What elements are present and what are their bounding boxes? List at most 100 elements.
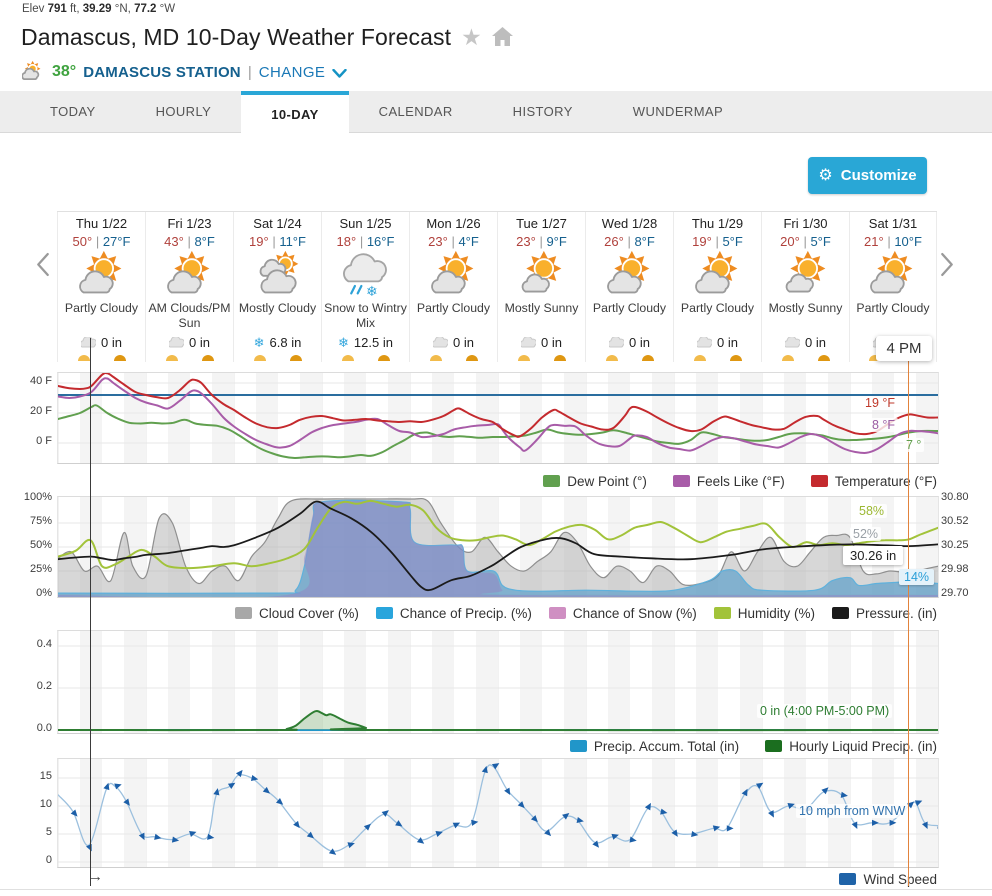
- sunset-icon: [553, 355, 566, 361]
- axis-tick-label: 75%: [29, 515, 52, 527]
- latitude: 39.29: [82, 3, 112, 15]
- legend-item[interactable]: Chance of Precip. (%): [375, 606, 532, 621]
- sunrise-icon: [693, 355, 706, 361]
- legend-label: Wind Speed: [863, 871, 937, 887]
- forecast-strip: Thu 1/22 50° | 27°F Partly Cloudy 0 in F…: [57, 211, 937, 362]
- day-precip: 0 in: [674, 334, 761, 350]
- legend-item[interactable]: Wind Speed: [839, 872, 937, 887]
- precip-amount: 0 in: [453, 334, 474, 350]
- chevron-down-icon[interactable]: [332, 65, 348, 82]
- sky-conditions-chart[interactable]: [57, 496, 939, 598]
- legend-item[interactable]: Feels Like (°F): [672, 474, 785, 489]
- timeline-scroll-arrow[interactable]: →: [88, 868, 103, 885]
- legend-item[interactable]: Chance of Snow (%): [548, 606, 697, 621]
- sunrise-sunset: [762, 355, 849, 361]
- day-temps: 19° | 5°F: [692, 234, 743, 249]
- hover-value-label: 0 in (4:00 PM-5:00 PM): [757, 704, 893, 718]
- hover-value-label: 8 °F: [869, 418, 899, 432]
- forecast-day-column[interactable]: Thu 1/29 19° | 5°F Partly Cloudy 0 in: [673, 212, 761, 362]
- day-date: Thu 1/22: [75, 216, 128, 231]
- station-meta: Elev 791 ft, 39.29 °N, 77.2 °W: [22, 3, 175, 15]
- forecast-day-column[interactable]: Wed 1/28 26° | 8°F Partly Cloudy 0 in: [585, 212, 673, 362]
- sunset-icon: [113, 355, 126, 361]
- hover-value-label: 10 mph from WNW: [796, 804, 909, 818]
- low-temp: 4°F: [458, 234, 479, 249]
- high-temp: 26°: [604, 234, 624, 249]
- high-temp: 50°: [72, 234, 93, 249]
- tab-calendar[interactable]: CALENDAR: [378, 104, 453, 119]
- hover-time-tooltip: 4 PM: [876, 336, 932, 361]
- legend-swatch: [569, 740, 587, 752]
- legend-item[interactable]: Dew Point (°): [543, 474, 647, 489]
- legend-swatch: [831, 607, 849, 619]
- day-precip: 0 in: [146, 334, 233, 350]
- favorite-star-icon[interactable]: ★: [461, 24, 482, 50]
- mostly-cloudy-icon: [234, 250, 321, 300]
- chart-legend: Wind Speed: [57, 870, 937, 888]
- forecast-day-column[interactable]: Tue 1/27 23° | 9°F Mostly Sunny 0 in: [497, 212, 585, 362]
- forecast-day-column[interactable]: Mon 1/26 23° | 4°F Partly Cloudy 0 in: [409, 212, 497, 362]
- day-date: Thu 1/29: [691, 216, 744, 231]
- day-date: Tue 1/27: [516, 216, 567, 231]
- sunrise-sunset: [322, 355, 409, 361]
- title-row: Damascus, MD 10-Day Weather Forecast ★: [21, 24, 513, 51]
- high-temp: 23°: [428, 234, 448, 249]
- snowflake-icon: ❄: [338, 334, 349, 350]
- day-precip: 0 in: [762, 334, 849, 350]
- partly-cloudy-icon: [674, 250, 761, 300]
- forecast-day-column[interactable]: Fri 1/23 43° | 8°F AM Clouds/PM Sun 0 in: [145, 212, 233, 362]
- legend-item[interactable]: Cloud Cover (%): [235, 606, 359, 621]
- legend-item[interactable]: Pressure. (in): [831, 606, 937, 621]
- tab-hourly[interactable]: HOURLY: [155, 104, 212, 119]
- sunrise-sunset: [146, 355, 233, 361]
- tab-today[interactable]: TODAY: [50, 104, 96, 119]
- scroll-left-button[interactable]: [36, 252, 50, 282]
- home-icon[interactable]: [491, 26, 513, 51]
- forecast-day-column[interactable]: Sun 1/25 18° | 16°F ❄ Snow to Wintry Mix…: [321, 212, 409, 362]
- legend-swatch: [713, 607, 731, 619]
- axis-tick-label: 20 F: [29, 405, 52, 417]
- forecast-day-column[interactable]: Thu 1/22 50° | 27°F Partly Cloudy 0 in: [57, 212, 145, 362]
- legend-item[interactable]: Hourly Liquid Precip. (in): [765, 739, 937, 754]
- legend-label: Hourly Liquid Precip. (in): [789, 738, 937, 754]
- forecast-day-column[interactable]: Fri 1/30 20° | 5°F Mostly Sunny 0 in: [761, 212, 849, 362]
- sunrise-icon: [869, 355, 881, 361]
- station-name[interactable]: DAMASCUS STATION: [83, 63, 241, 81]
- scroll-right-button[interactable]: [940, 252, 954, 282]
- precip-amount: 0 in: [805, 334, 826, 350]
- cloud-icon: [521, 336, 537, 347]
- current-temp: 38°: [52, 63, 77, 80]
- tab-history[interactable]: HISTORY: [512, 104, 573, 119]
- axis-tick-label: 30.80: [941, 491, 969, 503]
- customize-button[interactable]: ⚙ Customize: [808, 157, 927, 194]
- chart-legend: Cloud Cover (%) Chance of Precip. (%) Chan…: [57, 604, 937, 622]
- high-temp: 18°: [336, 234, 357, 249]
- lon-unit: °W: [159, 3, 176, 15]
- temperature-chart[interactable]: [57, 372, 939, 464]
- change-station-link[interactable]: CHANGE: [258, 63, 326, 81]
- customize-label: Customize: [840, 167, 917, 184]
- low-temp: 11°F: [279, 234, 306, 249]
- day-temps: 50° | 27°F: [72, 234, 131, 249]
- tab-10-day[interactable]: 10-DAY: [241, 91, 349, 138]
- forecast-day-column[interactable]: Sat 1/24 19° | 11°F Mostly Cloudy ❄ 6.8 i…: [233, 212, 321, 362]
- legend-item[interactable]: Temperature (°F): [810, 474, 937, 489]
- high-temp: 20°: [780, 234, 800, 249]
- tab-wundermap[interactable]: WUNDERMAP: [632, 104, 724, 119]
- sunrise-sunset: [58, 355, 145, 361]
- sunrise-sunset: [498, 355, 585, 361]
- precipitation-chart[interactable]: [57, 630, 939, 734]
- longitude: 77.2: [134, 3, 157, 15]
- legend-item[interactable]: Humidity (%): [713, 606, 815, 621]
- axis-tick-label: 0: [45, 854, 52, 866]
- sunset-icon: [377, 355, 390, 361]
- axis-tick-label: 30.52: [941, 515, 969, 528]
- axis-tick-label: 50%: [29, 539, 52, 551]
- day-date: Mon 1/26: [426, 216, 481, 231]
- axis-tick-label: 0.4: [36, 638, 52, 650]
- axis-tick-label: 0.2: [36, 680, 52, 692]
- elev-value: 791: [47, 3, 67, 15]
- legend-item[interactable]: Precip. Accum. Total (in): [569, 739, 739, 754]
- low-temp: 10°F: [894, 234, 922, 249]
